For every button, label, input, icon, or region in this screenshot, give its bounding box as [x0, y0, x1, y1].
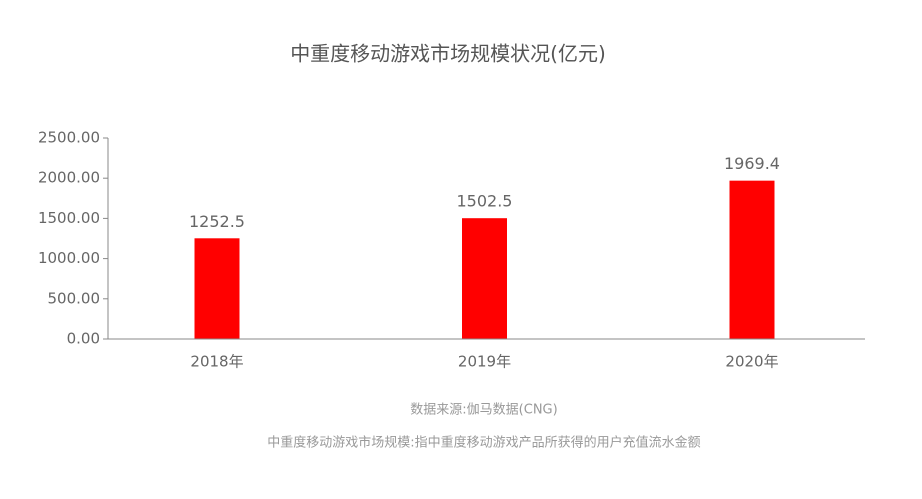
y-tick-label: 2500.00 [38, 129, 100, 147]
bar [462, 218, 507, 339]
value-label: 1969.4 [724, 154, 780, 173]
y-tick-label: 0.00 [67, 330, 100, 348]
definition-note: 中重度移动游戏市场规模:指中重度移动游戏产品所获得的用户充值流水金额 [267, 435, 700, 451]
x-tick-label: 2018年 [190, 353, 243, 371]
y-tick-label: 1000.00 [38, 249, 100, 267]
x-tick-label: 2020年 [725, 353, 778, 371]
bar [194, 238, 240, 339]
x-tick-label: 2019年 [458, 353, 511, 371]
value-label: 1252.5 [189, 212, 245, 231]
chart-title: 中重度移动游戏市场规模状况(亿元) [290, 42, 606, 66]
bar [729, 180, 775, 339]
value-label: 1502.5 [457, 192, 513, 211]
y-tick-label: 2000.00 [38, 169, 100, 187]
source-note: 数据来源:伽马数据(CNG) [410, 403, 557, 418]
y-tick-label: 1500.00 [38, 209, 100, 227]
y-tick-label: 500.00 [48, 289, 101, 307]
